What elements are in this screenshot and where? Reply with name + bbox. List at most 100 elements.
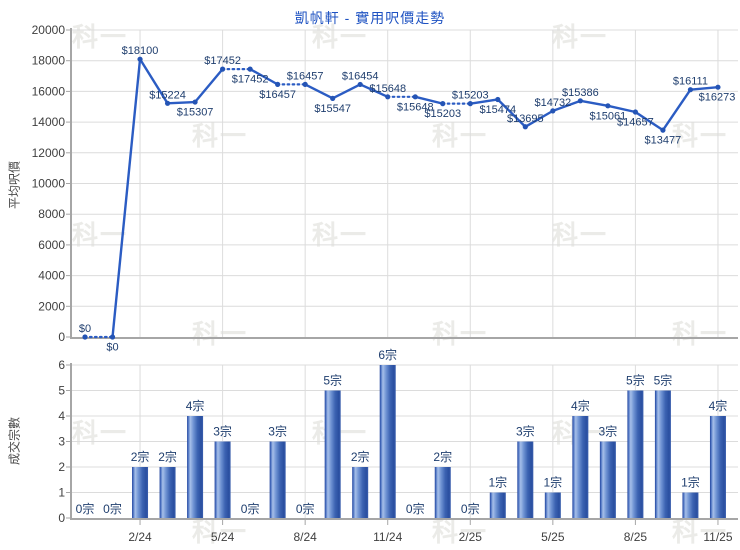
price-line-segment: [579, 99, 610, 108]
volume-bar: [709, 416, 726, 518]
price-data-label: $16457: [259, 89, 296, 101]
price-point: [605, 103, 611, 109]
volume-data-label: 2宗: [351, 449, 370, 464]
price-data-label: $17452: [232, 74, 269, 86]
price-data-label: $13695: [507, 113, 544, 125]
volume-data-label: 2宗: [433, 449, 452, 464]
watermark-text: 科一: [192, 319, 248, 349]
price-line-segment: [414, 95, 444, 105]
price-data-label: $16457: [287, 70, 324, 82]
price-data-label: $15203: [424, 108, 461, 120]
price-line-segment: [111, 57, 142, 339]
price-point: [660, 127, 666, 133]
price-line-segment: [689, 86, 720, 91]
price-data-label: $15386: [562, 87, 599, 99]
volume-data-label: 1宗: [681, 475, 700, 490]
watermark-text: 科一: [672, 517, 728, 547]
watermark-text: 科一: [192, 121, 248, 151]
price-data-label: $18100: [122, 45, 159, 57]
price-data-label: $0: [79, 323, 91, 335]
watermark-text: 科一: [432, 517, 488, 547]
volume-bar: [352, 467, 369, 518]
price-data-label: $15224: [149, 89, 186, 101]
x-tick-label: 5/25: [541, 530, 565, 544]
volume-data-label: 1宗: [543, 475, 562, 490]
volume-bar: [187, 416, 204, 518]
volume-y-tick-label: 6: [58, 358, 65, 372]
price-data-label: $0: [106, 342, 118, 354]
volume-data-label: 5宗: [626, 373, 645, 388]
volume-data-label: 0宗: [296, 501, 315, 516]
volume-y-tick-label: 4: [58, 409, 65, 423]
price-line-segment: [331, 83, 362, 100]
price-line-segment: [166, 100, 197, 105]
x-tick-label: 2/25: [459, 530, 483, 544]
volume-bar: [489, 492, 506, 518]
volume-data-label: 0宗: [241, 501, 260, 516]
price-line-segment: [248, 67, 279, 86]
volume-data-label: 0宗: [103, 501, 122, 516]
price-point: [632, 109, 639, 115]
price-y-tick-label: 8000: [38, 207, 65, 221]
price-y-axis-title: 平均呎價: [7, 160, 22, 210]
price-point: [247, 66, 253, 72]
watermark-text: 科一: [72, 220, 128, 250]
price-point: [412, 94, 418, 100]
price-data-label: $13477: [645, 135, 682, 147]
price-point: [550, 108, 556, 114]
watermark-text: 科一: [192, 517, 248, 547]
watermark-text: 科一: [672, 319, 728, 349]
price-y-tick-label: 10000: [32, 177, 66, 191]
price-point: [82, 334, 88, 340]
volume-bar: [517, 441, 534, 518]
price-y-tick-label: 0: [58, 330, 65, 344]
price-y-tick-label: 6000: [38, 238, 65, 252]
price-line-segment: [303, 83, 334, 100]
price-data-label: $15648: [369, 83, 406, 95]
price-line-segment: [524, 109, 555, 128]
price-point: [275, 81, 281, 87]
volume-data-label: 4宗: [571, 398, 590, 413]
volume-bar: [544, 492, 561, 518]
price-point: [467, 101, 473, 107]
watermark-text: 科一: [552, 22, 608, 52]
volume-bar: [132, 467, 149, 518]
price-point: [522, 124, 528, 130]
watermark-text: 科一: [72, 22, 128, 52]
volume-data-label: 3宗: [599, 424, 618, 439]
x-tick-label: 5/24: [211, 530, 235, 544]
price-line-segment: [551, 99, 582, 113]
price-point: [440, 101, 446, 107]
price-y-tick-label: 16000: [32, 84, 66, 98]
price-y-tick-label: 4000: [38, 269, 65, 283]
price-point: [164, 100, 171, 106]
volume-data-label: 3宗: [213, 424, 232, 439]
volume-bar: [572, 416, 589, 518]
price-line-segment: [634, 110, 665, 132]
volume-data-label: 6宗: [378, 347, 397, 362]
price-point: [495, 96, 501, 103]
volume-data-label: 5宗: [654, 373, 673, 388]
price-line-segment: [359, 83, 389, 99]
price-point: [192, 99, 198, 105]
price-point: [109, 334, 116, 340]
price-y-tick-label: 20000: [32, 23, 66, 37]
volume-bar: [269, 441, 286, 518]
price-data-label: $15307: [177, 107, 214, 119]
price-data-label: $16111: [673, 76, 708, 88]
volume-y-axis-title: 成交宗數: [7, 416, 22, 466]
volume-data-label: 1宗: [488, 475, 507, 490]
volume-bar: [159, 467, 176, 518]
price-line-segment: [496, 98, 527, 128]
watermark-text: 科一: [72, 418, 128, 448]
volume-bar: [599, 441, 616, 518]
volume-y-tick-label: 1: [58, 486, 65, 500]
price-data-label: $14657: [617, 117, 654, 129]
x-tick-label: 11/24: [373, 530, 402, 544]
x-tick-label: 11/25: [703, 530, 732, 544]
price-point: [577, 98, 583, 104]
volume-bar: [324, 390, 341, 518]
volume-bar: [379, 365, 396, 518]
